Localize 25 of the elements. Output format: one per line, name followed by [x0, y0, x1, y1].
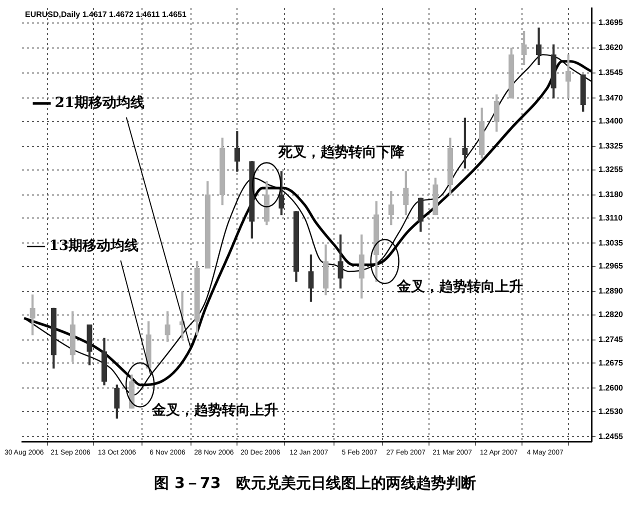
y-tick-label: 1.2965: [598, 262, 624, 271]
y-tick-label: 1.3470: [598, 93, 624, 102]
y-tick-label: 1.3180: [598, 190, 624, 199]
y-tick-label: 1.3400: [598, 116, 624, 126]
y-tick-label: 1.3110: [598, 213, 624, 222]
y-tick-label: 1.2820: [598, 310, 624, 320]
y-tick-label: 1.3620: [598, 43, 624, 52]
y-tick-label: 1.2675: [598, 358, 624, 368]
annotation: 死叉，趋势转向下降: [278, 144, 406, 160]
y-tick-label: 1.2600: [598, 383, 624, 392]
y-tick-label: 1.3695: [598, 18, 624, 28]
text: 图 3－73 欧元兑美元日线图上的两线趋势判断: [153, 474, 477, 493]
annotation: 金叉，趋势转向上升: [396, 278, 523, 296]
y-tick-label: 1.2530: [598, 406, 624, 416]
y-tick-label: 1.2745: [598, 335, 624, 344]
y-tick-label: 1.3545: [598, 68, 624, 78]
y-tick-label: 1.3325: [598, 142, 624, 151]
legend-label: 13期移动均线: [49, 238, 139, 254]
y-tick-label: 1.2890: [598, 286, 624, 296]
annotation: 金叉，趋势转向上升: [151, 402, 278, 419]
legend-label: 21期移动均线: [54, 95, 144, 112]
chart-subtitle: EURUSD,Daily 1.4617 1.4672 1.4611 1.4651: [25, 10, 187, 20]
y-tick-label: 1.2455: [598, 432, 624, 441]
y-tick-label: 1.3035: [598, 238, 624, 248]
y-tick-label: 1.3255: [598, 164, 624, 174]
